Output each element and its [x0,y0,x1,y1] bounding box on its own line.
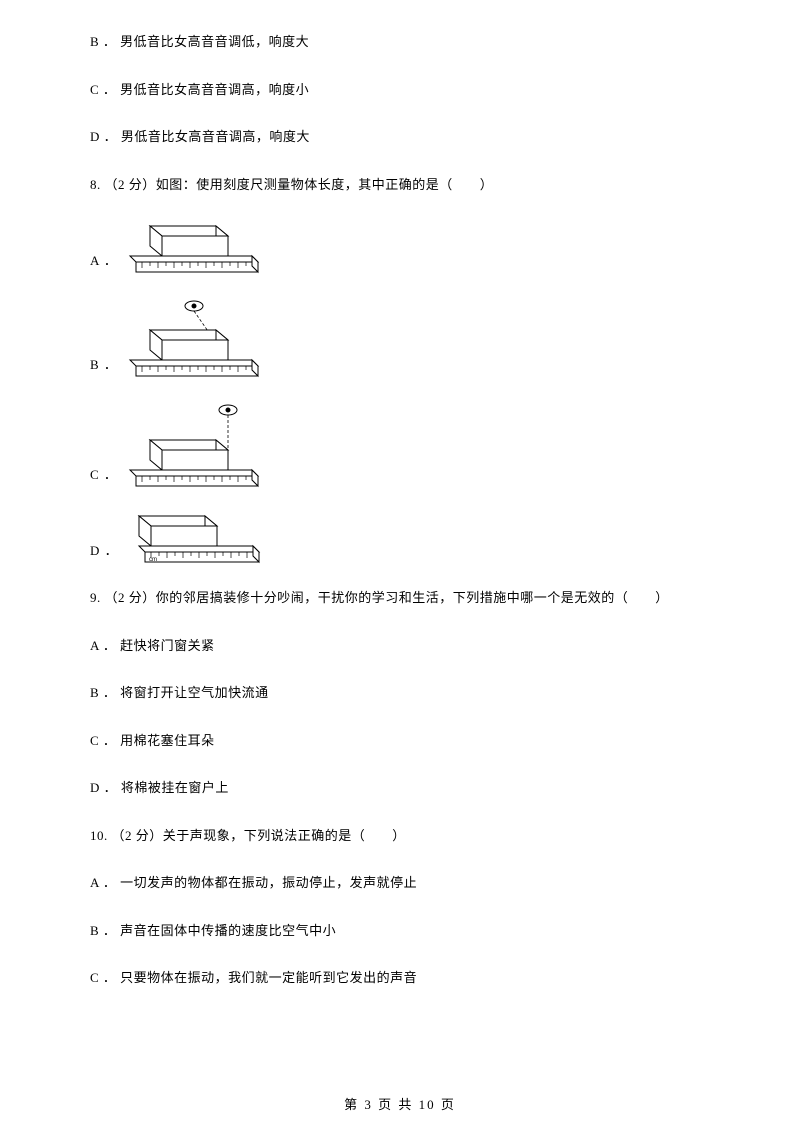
q8-option-d-row: D ． cm [90,512,710,564]
ruler-figure-c-icon [124,402,264,488]
q7-option-c: C ． 男低音比女高音音调高，响度小 [90,80,710,100]
q7-option-d: D ． 男低音比女高音音调高，响度大 [90,127,710,147]
ruler-figure-a-icon [124,222,264,274]
q9-option-b: B ． 将窗打开让空气加快流通 [90,683,710,703]
q7-option-b: B ． 男低音比女高音音调低，响度大 [90,32,710,52]
q9-option-d: D ． 将棉被挂在窗户上 [90,778,710,798]
q9-stem: 9. （2 分）你的邻居搞装修十分吵闹，干扰你的学习和生活，下列措施中哪一个是无… [90,588,710,608]
q10-stem: 10. （2 分）关于声现象，下列说法正确的是（ ） [90,826,710,846]
page-footer: 第 3 页 共 10 页 [0,1095,800,1115]
svg-text:cm: cm [149,557,157,563]
q10-option-b: B ． 声音在固体中传播的速度比空气中小 [90,921,710,941]
q8-option-b-label: B ． [90,355,118,375]
q9-option-c: C ． 用棉花塞住耳朵 [90,731,710,751]
ruler-figure-d-icon: cm [125,512,265,564]
q8-option-c-row: C ． [90,402,710,488]
q10-option-a: A ． 一切发声的物体都在振动，振动停止，发声就停止 [90,873,710,893]
q8-option-c-label: C ． [90,465,118,485]
q10-option-c: C ． 只要物体在振动，我们就一定能听到它发出的声音 [90,968,710,988]
q8-option-b-row: B ． [90,298,710,378]
q8-option-a-label: A ． [90,251,118,271]
q9-option-a: A ． 赶快将门窗关紧 [90,636,710,656]
ruler-figure-b-icon [124,298,264,378]
q8-stem: 8. （2 分）如图：使用刻度尺测量物体长度，其中正确的是（ ） [90,175,710,195]
q8-option-a-row: A ． [90,222,710,274]
q8-option-d-label: D ． [90,541,119,561]
